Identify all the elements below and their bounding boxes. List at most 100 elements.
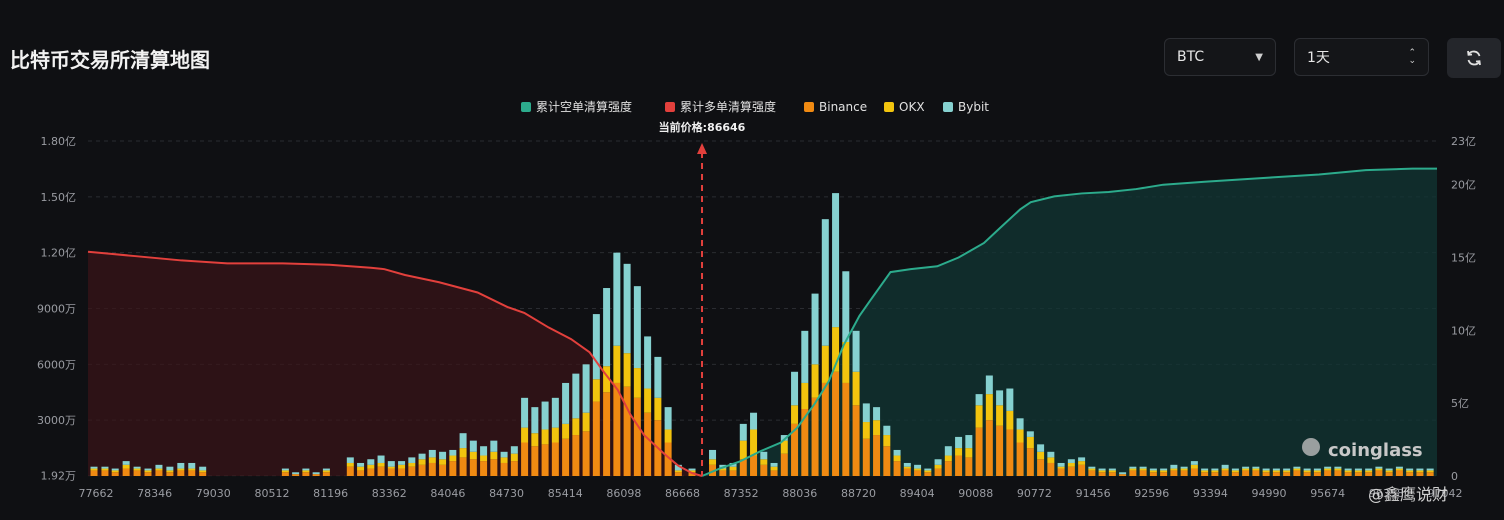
bar-binance <box>1344 472 1352 476</box>
bar-bybit <box>357 462 365 467</box>
bar-binance <box>133 470 141 476</box>
bar-bybit <box>1365 468 1373 471</box>
bar-bybit <box>1139 466 1147 469</box>
bar-binance <box>367 468 375 476</box>
bar-binance <box>1149 472 1157 476</box>
refresh-icon <box>1467 50 1481 66</box>
bar-binance <box>1129 470 1137 476</box>
x-tick-label: 93394 <box>1193 487 1228 500</box>
bar-okx <box>1272 470 1280 473</box>
bar-bybit <box>592 314 600 380</box>
bar-binance <box>582 431 590 476</box>
bar-okx <box>459 448 467 458</box>
bar-binance <box>490 459 498 476</box>
bar-okx <box>1365 470 1373 473</box>
bar-binance <box>1057 468 1065 476</box>
bar-binance <box>955 455 963 476</box>
bar-bybit <box>770 462 778 467</box>
bar-okx <box>1252 468 1260 471</box>
bar-binance <box>122 468 130 476</box>
refresh-button[interactable] <box>1447 38 1501 78</box>
bar-okx <box>873 420 881 436</box>
bar-binance <box>944 461 952 476</box>
bar-binance <box>873 435 881 476</box>
bar-binance <box>674 472 682 476</box>
bar-okx <box>729 466 737 471</box>
bar-okx <box>1293 468 1301 471</box>
bar-okx <box>531 433 539 447</box>
bar-binance <box>469 459 477 476</box>
bar-binance <box>1242 470 1250 476</box>
x-tick-label: 85414 <box>548 487 583 500</box>
bar-binance <box>780 453 788 476</box>
bar-bybit <box>177 462 185 469</box>
bar-okx <box>521 427 529 443</box>
bar-okx <box>985 394 993 421</box>
timeframe-select[interactable]: 1天 ⌃ ⌄ <box>1294 38 1429 76</box>
bar-okx <box>709 459 717 465</box>
bar-okx <box>510 453 518 462</box>
bar-okx <box>1375 468 1383 471</box>
bar-binance <box>377 466 385 476</box>
bar-okx <box>302 470 310 473</box>
bar-bybit <box>312 472 320 475</box>
updown-icon: ⌃ ⌄ <box>1408 48 1416 66</box>
bar-bybit <box>965 435 973 449</box>
x-tick-label: 87352 <box>724 487 759 500</box>
bar-binance <box>985 420 993 476</box>
bar-bybit <box>821 219 829 346</box>
bar-bybit <box>1406 468 1414 471</box>
bar-binance <box>1047 462 1055 476</box>
bar-okx <box>439 459 447 465</box>
bar-okx <box>592 379 600 402</box>
x-tick-label: 96358 <box>1369 487 1404 500</box>
bar-binance <box>1303 472 1311 476</box>
bar-binance <box>1272 472 1280 476</box>
bar-bybit <box>1303 468 1311 471</box>
bar-binance <box>1313 472 1321 476</box>
symbol-select[interactable]: BTC ▼ <box>1164 38 1276 76</box>
x-tick-label: 94990 <box>1252 487 1287 500</box>
bar-bybit <box>944 446 952 456</box>
bar-okx <box>613 345 621 383</box>
bar-okx <box>664 429 672 443</box>
bar-binance <box>975 427 983 476</box>
bar-okx <box>199 470 207 473</box>
x-tick-label: 88720 <box>841 487 876 500</box>
bar-bybit <box>934 459 942 465</box>
bar-binance <box>346 466 354 476</box>
bar-okx <box>821 345 829 383</box>
bar-binance <box>1416 472 1424 476</box>
bar-binance <box>770 470 778 476</box>
bar-bybit <box>750 412 758 430</box>
bar-bybit <box>292 472 300 475</box>
x-tick-label: 86098 <box>606 487 641 500</box>
chevron-down-icon: ▼ <box>1255 51 1263 63</box>
y-left-tick-label: 1.20亿 <box>41 247 77 260</box>
bar-okx <box>780 440 788 454</box>
bar-binance <box>883 446 891 476</box>
bar-binance <box>709 464 717 476</box>
bar-okx <box>1221 468 1229 471</box>
bar-bybit <box>480 446 488 456</box>
bar-bybit <box>1078 457 1086 462</box>
bar-bybit <box>188 462 196 469</box>
bar-bybit <box>510 446 518 454</box>
bar-bybit <box>398 461 406 465</box>
bar-okx <box>633 368 641 398</box>
bar-binance <box>603 392 611 476</box>
bar-okx <box>469 451 477 460</box>
bar-bybit <box>367 459 375 465</box>
bar-binance <box>934 468 942 476</box>
bar-okx <box>122 464 130 469</box>
bar-binance <box>1395 470 1403 476</box>
legend-swatch <box>804 102 814 112</box>
bar-bybit <box>1119 472 1127 475</box>
bar-binance <box>177 470 185 476</box>
bar-binance <box>531 446 539 476</box>
bar-binance <box>387 468 395 476</box>
bar-bybit <box>1088 466 1096 469</box>
bar-bybit <box>739 423 747 441</box>
bar-bybit <box>133 466 141 469</box>
